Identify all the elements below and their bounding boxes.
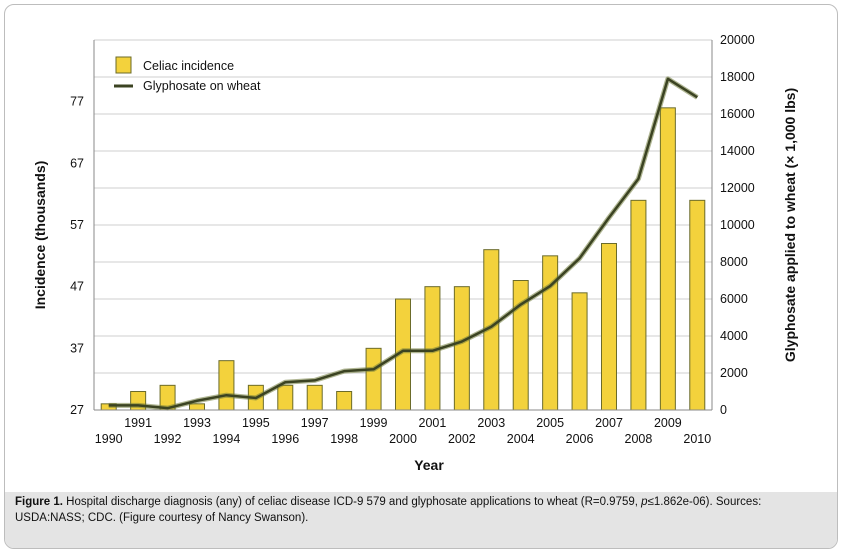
right-tick-16000: 16000 — [720, 107, 755, 121]
bar-2010 — [689, 199, 706, 411]
right-tick-0: 0 — [720, 403, 727, 417]
bar-2007 — [601, 243, 617, 411]
bar-1999 — [365, 347, 382, 411]
legend-label-line: Glyphosate on wheat — [143, 79, 261, 93]
caption-text-b: ≤1.862e-06). Sources: USDA:NASS; CDC. (F… — [15, 496, 762, 524]
bar-1998 — [336, 391, 353, 411]
right-tick-12000: 12000 — [720, 181, 755, 195]
bar-2008 — [630, 199, 647, 411]
x-tick-2010: 2010 — [683, 432, 711, 446]
left-tick-67: 67 — [70, 156, 84, 170]
left-tick-37: 37 — [70, 341, 84, 355]
y-axis-label-right: Glyphosate applied to wheat (× 1,000 lbs… — [782, 88, 798, 362]
caption-label: Figure 1. — [15, 496, 63, 508]
x-tick-2008: 2008 — [625, 432, 653, 446]
right-tick-labels: 0 2000 4000 6000 8000 10000 12000 14000 16000 180… — [720, 33, 755, 417]
caption-p-symbol: p — [641, 496, 648, 508]
x-tick-2002: 2002 — [448, 432, 476, 446]
right-tick-18000: 18000 — [720, 70, 755, 84]
right-tick-20000: 20000 — [720, 33, 755, 47]
left-tick-57: 57 — [70, 218, 84, 232]
y-axis-label-left: Incidence (thousands) — [32, 161, 48, 310]
x-tick-2009: 2009 — [654, 416, 682, 430]
bar-1996 — [277, 384, 294, 411]
x-tick-1998: 1998 — [330, 432, 358, 446]
bar-2009 — [659, 107, 676, 411]
x-tick-1996: 1996 — [271, 432, 299, 446]
right-tick-8000: 8000 — [720, 255, 748, 269]
bar-1993 — [189, 403, 205, 411]
left-tick-27: 27 — [70, 403, 84, 417]
right-tick-4000: 4000 — [720, 329, 748, 343]
right-tick-10000: 10000 — [720, 218, 755, 232]
bar-2006 — [571, 292, 588, 411]
figure-caption: Figure 1. Hospital discharge diagnosis (… — [15, 494, 828, 526]
x-tick-2005: 2005 — [536, 416, 564, 430]
left-tick-47: 47 — [70, 280, 84, 294]
x-tick-2006: 2006 — [566, 432, 594, 446]
bar-1997 — [306, 384, 323, 411]
right-tick-14000: 14000 — [720, 144, 755, 158]
x-tick-2003: 2003 — [477, 416, 505, 430]
x-tick-labels: 1990199119921993199419951996199719981999… — [95, 416, 711, 446]
caption-band — [5, 492, 837, 548]
legend: Celiac incidence Glyphosate on wheat — [114, 56, 261, 93]
x-tick-1995: 1995 — [242, 416, 270, 430]
right-tick-6000: 6000 — [720, 292, 748, 306]
x-tick-1994: 1994 — [213, 432, 241, 446]
bars — [100, 107, 706, 411]
glyphosate-line — [108, 77, 698, 410]
caption-text-a: Hospital discharge diagnosis (any) of ce… — [62, 496, 642, 508]
x-tick-1997: 1997 — [301, 416, 329, 430]
x-tick-2007: 2007 — [595, 416, 623, 430]
x-axis-label: Year — [414, 457, 444, 473]
legend-label-bar: Celiac incidence — [143, 59, 234, 73]
x-tick-1999: 1999 — [360, 416, 388, 430]
right-tick-2000: 2000 — [720, 366, 748, 380]
x-tick-2000: 2000 — [389, 432, 417, 446]
left-tick-labels: 27 37 47 57 67 77 — [70, 95, 84, 417]
x-tick-2001: 2001 — [419, 416, 447, 430]
x-tick-1993: 1993 — [183, 416, 211, 430]
bar-2002 — [453, 286, 470, 411]
x-tick-1991: 1991 — [124, 416, 152, 430]
legend-swatch-bar — [115, 56, 132, 74]
left-tick-77: 77 — [70, 95, 84, 109]
x-tick-1992: 1992 — [154, 432, 182, 446]
x-tick-2004: 2004 — [507, 432, 535, 446]
x-tick-1990: 1990 — [95, 432, 123, 446]
bar-1994 — [218, 360, 235, 411]
